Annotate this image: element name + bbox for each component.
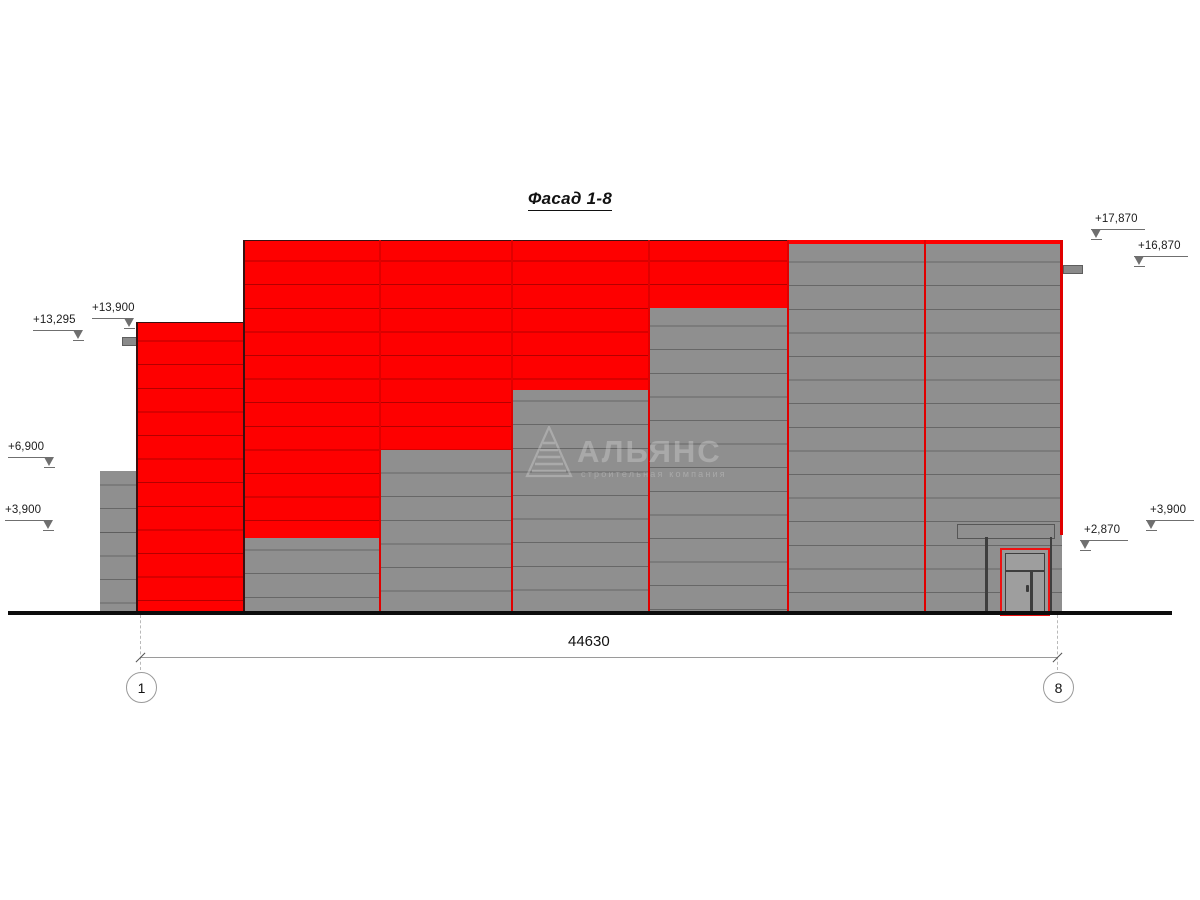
level-arrow-icon bbox=[1080, 540, 1091, 551]
door-transom bbox=[1005, 553, 1045, 571]
elevation-label: +13,900 bbox=[92, 302, 135, 314]
level-arrow-icon bbox=[43, 520, 54, 531]
bay-divider-3 bbox=[511, 240, 513, 612]
bay-divider-4 bbox=[648, 240, 650, 612]
dimension-line bbox=[140, 657, 1057, 658]
level-arrow-icon bbox=[1146, 520, 1157, 531]
bay-3-panel-red bbox=[380, 240, 512, 451]
level-arrow-icon bbox=[73, 330, 84, 341]
extension-line-axis-1 bbox=[140, 615, 141, 670]
door-leaf bbox=[1005, 571, 1045, 613]
bay-1-panel bbox=[136, 322, 245, 613]
bay-6-panel bbox=[788, 243, 925, 612]
door-reveal-left bbox=[985, 537, 988, 612]
elevation-label: +2,870 bbox=[1084, 524, 1121, 536]
ground-line bbox=[8, 611, 1172, 615]
axis-bubble-label: 8 bbox=[1054, 679, 1063, 696]
elevation-label: +17,870 bbox=[1095, 213, 1138, 225]
page-title: Фасад 1-8 bbox=[528, 189, 613, 211]
bay-2-panel-red bbox=[245, 240, 380, 539]
extension-line-axis-8 bbox=[1057, 615, 1058, 670]
axis-bubble-label: 1 bbox=[137, 679, 146, 696]
left-side-wall-joint bbox=[100, 532, 136, 533]
bay-divider-2 bbox=[379, 240, 381, 612]
bay-divider-1 bbox=[243, 240, 245, 612]
level-arrow-icon bbox=[44, 457, 55, 468]
level-arrow-icon bbox=[1091, 229, 1102, 240]
bay-divider-6 bbox=[924, 240, 926, 612]
bay-3-panel-gray bbox=[380, 450, 512, 612]
left-side-wall bbox=[100, 471, 136, 612]
bay-divider-5 bbox=[787, 240, 789, 612]
elevation-label: +3,900 bbox=[5, 504, 42, 516]
axis-bubble-8[interactable]: 8 bbox=[1043, 672, 1074, 703]
bay-5-panel-red bbox=[649, 240, 788, 309]
level-arrow-icon bbox=[1134, 256, 1145, 267]
elevation-label: +6,900 bbox=[8, 441, 45, 453]
bay-4-panel-gray bbox=[512, 390, 649, 612]
door-lintel bbox=[957, 524, 1055, 539]
elevation-label: +16,870 bbox=[1138, 240, 1181, 252]
door-reveal-right bbox=[1050, 537, 1052, 612]
entrance-door[interactable] bbox=[1000, 548, 1050, 616]
bay-4-panel-red bbox=[512, 240, 649, 391]
bay-5-panel-gray bbox=[649, 308, 788, 612]
right-edge-red bbox=[1060, 240, 1063, 535]
door-handle-icon bbox=[1026, 585, 1029, 592]
right-parapet-tab bbox=[1063, 265, 1083, 274]
dimension-value: 44630 bbox=[568, 633, 610, 650]
level-arrow-icon bbox=[124, 318, 135, 329]
elevation-label: +3,900 bbox=[1150, 504, 1187, 516]
bay-divider-0 bbox=[136, 322, 138, 612]
bay-2-panel-gray bbox=[245, 538, 380, 612]
elevation-label: +13,295 bbox=[33, 314, 76, 326]
axis-bubble-1[interactable]: 1 bbox=[126, 672, 157, 703]
door-mullion bbox=[1030, 571, 1033, 611]
